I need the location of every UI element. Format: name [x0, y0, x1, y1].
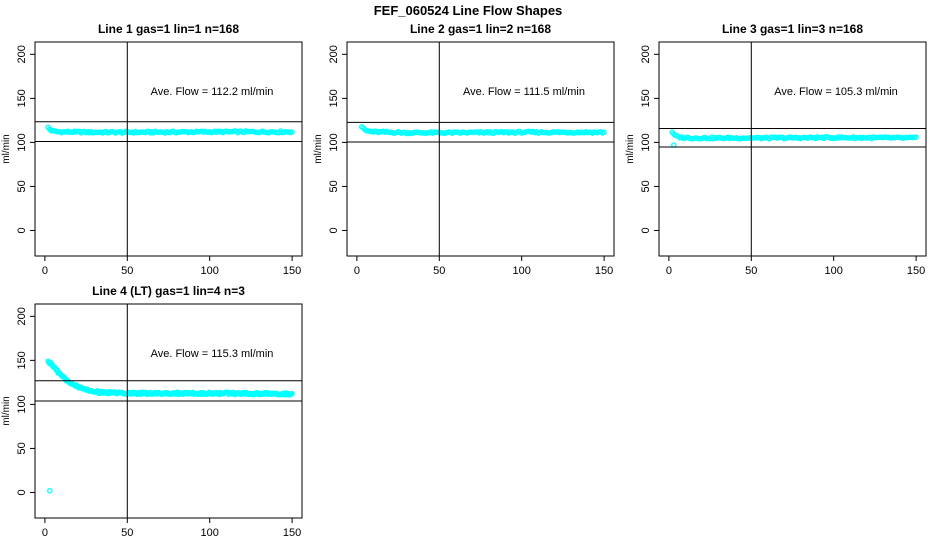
- subplot-1-plot-area: ml/min 0 50 100 150 0 50 100 150 200: [1, 41, 303, 277]
- y-tick-label: 100: [16, 395, 28, 413]
- tick-labels: 0 50 100 150 0 50 100 150 200: [640, 45, 925, 277]
- subplot-4-title: Line 4 (LT) gas=1 lin=4 n=3: [92, 284, 245, 298]
- x-tick-label: 0: [354, 265, 360, 277]
- x-tick-label: 150: [595, 265, 613, 277]
- y-tick-label: 0: [16, 489, 28, 495]
- axes: [654, 41, 927, 261]
- subplot-3-plot-area: ml/min 0 50 100 150 0 50 100 150 200: [625, 41, 927, 277]
- y-tick-label: 150: [16, 89, 28, 107]
- y-axis-label: ml/min: [1, 396, 12, 425]
- x-tick-label: 100: [513, 265, 531, 277]
- subplot-2-plot-area: ml/min 0 50 100 150 0 50 100 150 200: [313, 41, 615, 277]
- x-tick-label: 50: [745, 265, 757, 277]
- tick-labels: 0 50 100 150 0 50 100 150 200: [328, 45, 613, 277]
- y-tick-label: 100: [640, 133, 652, 151]
- y-tick-label: 50: [328, 180, 340, 192]
- subplot-1-title: Line 1 gas=1 lin=1 n=168: [97, 22, 240, 36]
- y-tick-label: 0: [328, 227, 340, 233]
- y-tick-label: 50: [16, 442, 28, 454]
- y-axis-label: ml/min: [1, 134, 12, 163]
- y-tick-label: 0: [16, 227, 28, 233]
- y-tick-label: 200: [16, 307, 28, 325]
- outlier-point: [671, 142, 677, 148]
- x-tick-label: 50: [121, 265, 133, 277]
- subplot-line-3: Line 3 gas=1 lin=3 n=168 ml/min 0 50 100 15…: [624, 22, 936, 284]
- y-tick-label: 150: [640, 89, 652, 107]
- y-tick-label: 50: [16, 180, 28, 192]
- plot-box: [34, 303, 303, 519]
- y-tick-label: 0: [640, 227, 652, 233]
- data-points: [45, 124, 295, 136]
- y-tick-label: 100: [328, 133, 340, 151]
- x-tick-label: 50: [433, 265, 445, 277]
- y-tick-label: 100: [16, 133, 28, 151]
- subplot-3-ave-flow-annotation: Ave. Flow = 105.3 ml/min: [774, 86, 898, 98]
- data-points: [45, 358, 295, 494]
- x-tick-label: 0: [42, 527, 48, 539]
- outlier-point: [47, 487, 53, 494]
- y-tick-label: 50: [640, 180, 652, 192]
- subplot-2-ave-flow-annotation: Ave. Flow = 111.5 ml/min: [463, 86, 585, 98]
- data-points: [359, 124, 607, 137]
- y-tick-label: 200: [328, 45, 340, 63]
- data-points: [669, 129, 919, 148]
- axes: [30, 303, 303, 523]
- subplot-3-title: Line 3 gas=1 lin=3 n=168: [721, 22, 864, 36]
- x-tick-label: 50: [121, 527, 133, 539]
- y-tick-label: 200: [640, 45, 652, 63]
- x-tick-label: 100: [825, 265, 843, 277]
- x-tick-label: 150: [907, 265, 925, 277]
- x-tick-label: 0: [42, 265, 48, 277]
- y-axis-label: ml/min: [313, 134, 324, 163]
- plot-box: [658, 41, 927, 257]
- subplot-4-ave-flow-annotation: Ave. Flow = 115.3 ml/min: [150, 348, 274, 360]
- axes: [30, 41, 303, 261]
- y-axis-label: ml/min: [625, 134, 636, 163]
- subplot-2-title: Line 2 gas=1 lin=2 n=168: [409, 22, 552, 36]
- subplot-line-1: Line 1 gas=1 lin=1 n=168 ml/min 0 50 100 15…: [0, 22, 312, 284]
- tick-labels: 0 50 100 150 0 50 100 150 200: [16, 45, 301, 277]
- y-tick-label: 150: [16, 351, 28, 369]
- subplot-line-4: Line 4 (LT) gas=1 lin=4 n=3 ml/min 0 50 10…: [0, 284, 312, 540]
- subplot-4-plot-area: ml/min 0 50 100 150 0 50 100 150 200: [1, 303, 303, 539]
- x-tick-label: 150: [283, 527, 301, 539]
- subplot-1-ave-flow-annotation: Ave. Flow = 112.2 ml/min: [150, 86, 274, 98]
- x-tick-label: 0: [666, 265, 672, 277]
- x-tick-label: 100: [201, 265, 219, 277]
- tick-labels: 0 50 100 150 0 50 100 150 200: [16, 307, 301, 539]
- figure-title: FEF_060524 Line Flow Shapes: [373, 3, 563, 18]
- x-tick-label: 150: [283, 265, 301, 277]
- plot-box: [346, 41, 615, 257]
- y-tick-label: 200: [16, 45, 28, 63]
- x-tick-label: 100: [201, 527, 219, 539]
- subplot-line-2: Line 2 gas=1 lin=2 n=168 ml/min 0 50 100 15…: [312, 22, 624, 284]
- plot-box: [34, 41, 303, 257]
- y-tick-label: 150: [328, 89, 340, 107]
- axes: [342, 41, 615, 261]
